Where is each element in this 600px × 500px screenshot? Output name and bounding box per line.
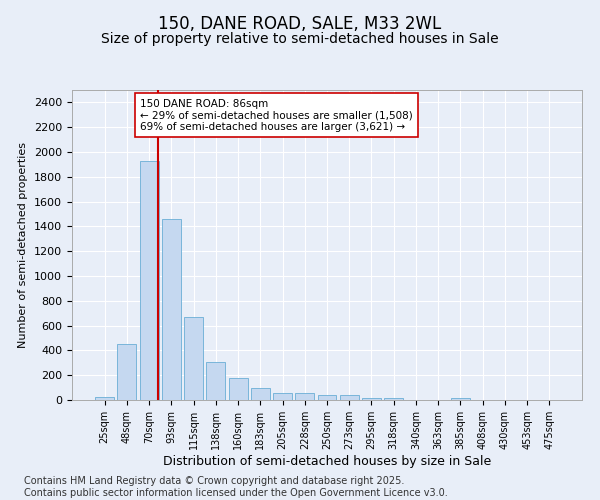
Bar bbox=[162, 219, 181, 400]
Bar bbox=[118, 344, 136, 400]
Text: Size of property relative to semi-detached houses in Sale: Size of property relative to semi-detach… bbox=[101, 32, 499, 46]
Bar bbox=[251, 388, 270, 400]
Bar bbox=[384, 398, 403, 400]
Bar bbox=[317, 396, 337, 400]
Y-axis label: Number of semi-detached properties: Number of semi-detached properties bbox=[19, 142, 28, 348]
Bar bbox=[95, 398, 114, 400]
Bar bbox=[340, 396, 359, 400]
Text: 150 DANE ROAD: 86sqm
← 29% of semi-detached houses are smaller (1,508)
69% of se: 150 DANE ROAD: 86sqm ← 29% of semi-detac… bbox=[140, 98, 413, 132]
Bar bbox=[295, 392, 314, 400]
Bar bbox=[140, 160, 158, 400]
Bar bbox=[362, 398, 381, 400]
Bar bbox=[451, 398, 470, 400]
Text: Contains HM Land Registry data © Crown copyright and database right 2025.
Contai: Contains HM Land Registry data © Crown c… bbox=[24, 476, 448, 498]
Bar bbox=[273, 392, 292, 400]
Bar bbox=[184, 317, 203, 400]
Bar bbox=[206, 362, 225, 400]
Text: 150, DANE ROAD, SALE, M33 2WL: 150, DANE ROAD, SALE, M33 2WL bbox=[158, 15, 442, 33]
X-axis label: Distribution of semi-detached houses by size in Sale: Distribution of semi-detached houses by … bbox=[163, 454, 491, 468]
Bar bbox=[229, 378, 248, 400]
